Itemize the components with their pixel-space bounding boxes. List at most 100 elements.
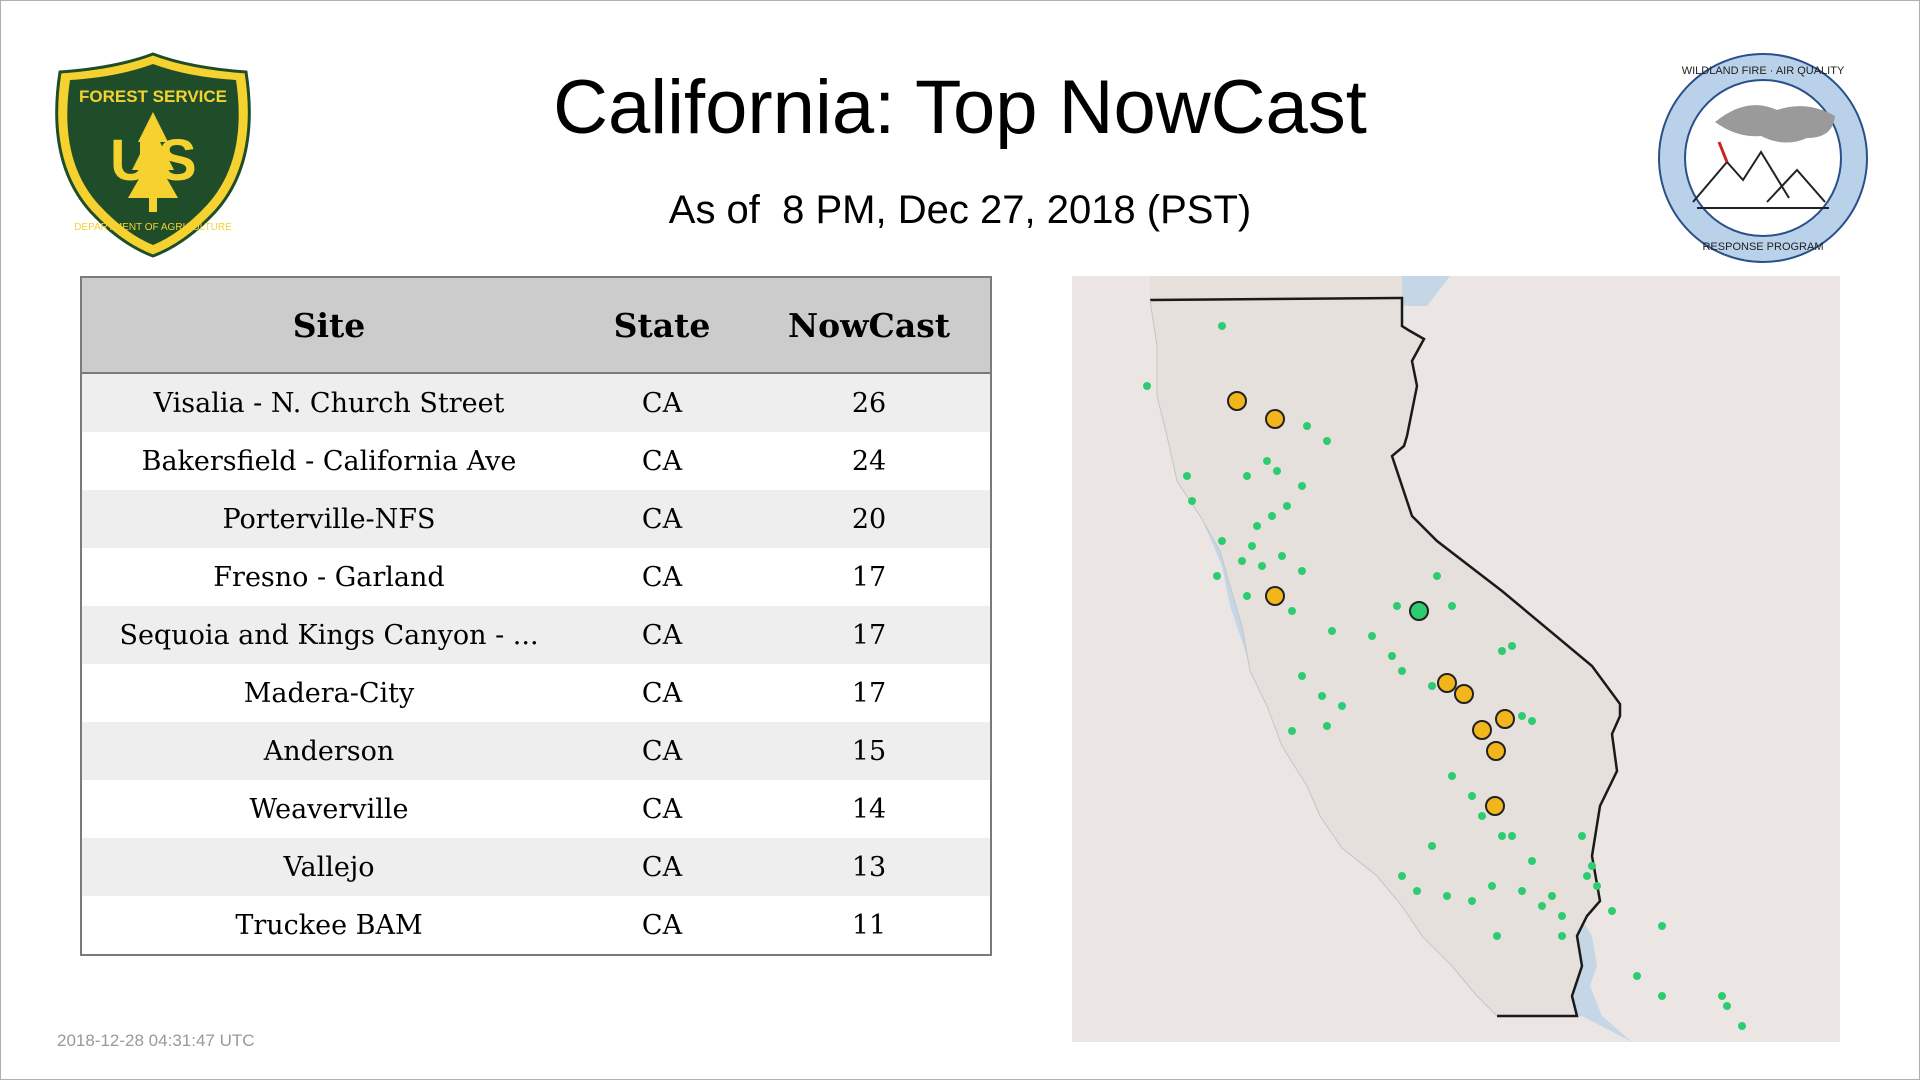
good-aqi-marker[interactable] [1393, 602, 1401, 610]
good-aqi-marker[interactable] [1323, 722, 1331, 730]
good-aqi-marker[interactable] [1468, 792, 1476, 800]
good-aqi-marker[interactable] [1528, 717, 1536, 725]
good-aqi-marker[interactable] [1338, 702, 1346, 710]
good-aqi-marker[interactable] [1218, 537, 1226, 545]
good-aqi-marker[interactable] [1448, 602, 1456, 610]
good-aqi-marker[interactable] [1428, 682, 1436, 690]
good-aqi-marker[interactable] [1243, 472, 1251, 480]
good-aqi-marker[interactable] [1518, 712, 1526, 720]
good-aqi-marker[interactable] [1508, 642, 1516, 650]
moderate-aqi-site-marker[interactable] [1486, 741, 1506, 761]
moderate-aqi-site-marker[interactable] [1485, 796, 1505, 816]
good-aqi-marker[interactable] [1298, 567, 1306, 575]
good-aqi-marker[interactable] [1593, 882, 1601, 890]
good-aqi-marker[interactable] [1558, 932, 1566, 940]
good-aqi-marker[interactable] [1238, 557, 1246, 565]
good-aqi-marker[interactable] [1583, 872, 1591, 880]
good-aqi-site-marker[interactable] [1409, 601, 1429, 621]
good-aqi-marker[interactable] [1243, 592, 1251, 600]
column-header-site: Site [292, 305, 366, 345]
good-aqi-marker[interactable] [1398, 872, 1406, 880]
good-aqi-marker[interactable] [1268, 512, 1276, 520]
pine-tree-icon [128, 112, 178, 212]
good-aqi-marker[interactable] [1658, 922, 1666, 930]
good-aqi-marker[interactable] [1723, 1002, 1731, 1010]
table-header: Site State NowCast [82, 278, 990, 374]
nowcast-table: Site State NowCast Visalia - N. Church S… [80, 276, 992, 956]
render-timestamp: 2018-12-28 04:31:47 UTC [57, 1031, 255, 1050]
nowcast-cell: 17 [851, 619, 887, 651]
good-aqi-marker[interactable] [1288, 727, 1296, 735]
good-aqi-marker[interactable] [1718, 992, 1726, 1000]
state-cell: CA [641, 445, 683, 477]
column-header-state: State [613, 305, 711, 345]
moderate-aqi-site-marker[interactable] [1265, 409, 1285, 429]
table-row: Truckee BAM CA 11 [82, 896, 990, 954]
good-aqi-marker[interactable] [1633, 972, 1641, 980]
site-cell: Porterville-NFS [222, 503, 436, 535]
good-aqi-marker[interactable] [1388, 652, 1396, 660]
good-aqi-marker[interactable] [1413, 887, 1421, 895]
good-aqi-marker[interactable] [1443, 892, 1451, 900]
moderate-aqi-site-marker[interactable] [1472, 720, 1492, 740]
moderate-aqi-site-marker[interactable] [1265, 586, 1285, 606]
site-cell: Truckee BAM [235, 909, 423, 941]
good-aqi-marker[interactable] [1658, 992, 1666, 1000]
good-aqi-marker[interactable] [1588, 862, 1596, 870]
state-cell: CA [641, 735, 683, 767]
table-body: Visalia - N. Church Street CA 26 Bakersf… [82, 374, 990, 954]
good-aqi-marker[interactable] [1498, 832, 1506, 840]
coastline [1149, 299, 1498, 1017]
good-aqi-marker[interactable] [1303, 422, 1311, 430]
good-aqi-marker[interactable] [1508, 832, 1516, 840]
good-aqi-marker[interactable] [1183, 472, 1191, 480]
good-aqi-marker[interactable] [1248, 542, 1256, 550]
good-aqi-marker[interactable] [1298, 482, 1306, 490]
good-aqi-marker[interactable] [1448, 772, 1456, 780]
moderate-aqi-site-marker[interactable] [1454, 684, 1474, 704]
good-aqi-marker[interactable] [1278, 552, 1286, 560]
good-aqi-marker[interactable] [1318, 692, 1326, 700]
good-aqi-marker[interactable] [1608, 907, 1616, 915]
nowcast-cell: 20 [851, 503, 887, 535]
good-aqi-marker[interactable] [1558, 912, 1566, 920]
good-aqi-marker[interactable] [1188, 497, 1196, 505]
table-row: Vallejo CA 13 [82, 838, 990, 896]
good-aqi-marker[interactable] [1258, 562, 1266, 570]
good-aqi-marker[interactable] [1253, 522, 1261, 530]
good-aqi-marker[interactable] [1398, 667, 1406, 675]
good-aqi-marker[interactable] [1428, 842, 1436, 850]
good-aqi-marker[interactable] [1283, 502, 1291, 510]
good-aqi-marker[interactable] [1528, 857, 1536, 865]
good-aqi-marker[interactable] [1468, 897, 1476, 905]
good-aqi-marker[interactable] [1548, 892, 1556, 900]
good-aqi-marker[interactable] [1518, 887, 1526, 895]
good-aqi-marker[interactable] [1578, 832, 1586, 840]
forest-service-top-text: FOREST SERVICE [79, 87, 227, 106]
moderate-aqi-site-marker[interactable] [1227, 391, 1247, 411]
moderate-aqi-site-marker[interactable] [1495, 709, 1515, 729]
map-markers [1143, 322, 1746, 1030]
good-aqi-marker[interactable] [1323, 437, 1331, 445]
good-aqi-marker[interactable] [1433, 572, 1441, 580]
good-aqi-marker[interactable] [1273, 467, 1281, 475]
good-aqi-marker[interactable] [1738, 1022, 1746, 1030]
good-aqi-marker[interactable] [1478, 812, 1486, 820]
good-aqi-marker[interactable] [1298, 672, 1306, 680]
nowcast-cell: 26 [851, 387, 887, 419]
california-map[interactable] [1072, 276, 1840, 1042]
good-aqi-marker[interactable] [1498, 647, 1506, 655]
good-aqi-marker[interactable] [1538, 902, 1546, 910]
good-aqi-marker[interactable] [1218, 322, 1226, 330]
nowcast-cell: 24 [851, 445, 887, 477]
good-aqi-marker[interactable] [1488, 882, 1496, 890]
site-cell: Fresno - Garland [213, 561, 445, 593]
good-aqi-marker[interactable] [1328, 627, 1336, 635]
good-aqi-marker[interactable] [1493, 932, 1501, 940]
good-aqi-marker[interactable] [1368, 632, 1376, 640]
moderate-aqi-site-marker[interactable] [1437, 673, 1457, 693]
good-aqi-marker[interactable] [1143, 382, 1151, 390]
good-aqi-marker[interactable] [1263, 457, 1271, 465]
good-aqi-marker[interactable] [1288, 607, 1296, 615]
good-aqi-marker[interactable] [1213, 572, 1221, 580]
